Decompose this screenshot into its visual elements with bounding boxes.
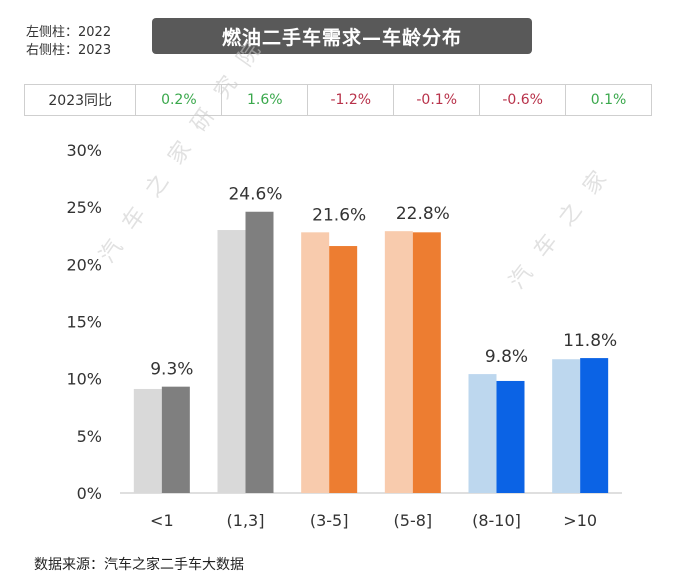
bar-2023: [412, 232, 441, 493]
bar-2022: [217, 230, 246, 494]
bar-2023: [245, 211, 274, 494]
x-tick-label: (1,3]: [227, 511, 265, 530]
yoy-value: 0.2%: [135, 85, 221, 115]
yoy-value: -0.1%: [393, 85, 479, 115]
data-label: 9.8%: [485, 347, 528, 367]
bar-2022: [301, 232, 330, 493]
data-label: 21.6%: [312, 205, 366, 225]
bar-2023: [496, 380, 525, 493]
data-source: 数据来源：汽车之家二手车大数据: [34, 557, 244, 573]
y-tick-label: 20%: [66, 255, 102, 274]
data-label: 24.6%: [228, 185, 282, 205]
legend: 左侧柱：2022 右侧柱：2023: [26, 24, 111, 60]
yoy-label: 2023同比: [48, 93, 113, 109]
yoy-value: -0.6%: [479, 85, 565, 115]
data-label: 9.3%: [150, 360, 193, 380]
bar-2023: [329, 246, 358, 493]
x-tick-label: >10: [563, 511, 597, 530]
legend-left: 左侧柱：2022: [26, 25, 112, 40]
data-label: 11.8%: [563, 331, 617, 351]
bar-2023: [580, 358, 609, 493]
data-label: 22.8%: [396, 204, 450, 224]
x-tick-label: (3-5]: [310, 511, 349, 530]
y-tick-label: 25%: [66, 198, 102, 217]
yoy-table: 2023同比 0.2% 1.6% -1.2% -0.1% -0.6% 0.1%: [24, 84, 652, 116]
x-tick-label: (5-8]: [394, 511, 433, 530]
y-tick-label: 15%: [66, 313, 102, 332]
y-tick-label: 10%: [66, 370, 102, 389]
yoy-value: -1.2%: [307, 85, 393, 115]
x-tick-label: <1: [150, 511, 174, 530]
bar-2022: [468, 374, 497, 493]
yoy-value: 1.6%: [221, 85, 307, 115]
y-tick-label: 5%: [77, 427, 102, 446]
legend-right: 右侧柱：2023: [26, 43, 112, 58]
yoy-value: 0.1%: [565, 85, 651, 115]
x-tick-label: (8-10]: [472, 511, 521, 530]
y-tick-label: 0%: [77, 484, 102, 503]
y-tick-label: 30%: [66, 141, 102, 160]
bar-2022: [384, 231, 413, 493]
bar-2022: [552, 359, 581, 493]
bar-2023: [161, 386, 190, 493]
bar-2022: [133, 388, 162, 493]
chart-title: 燃油二手车需求—车龄分布: [152, 18, 532, 54]
